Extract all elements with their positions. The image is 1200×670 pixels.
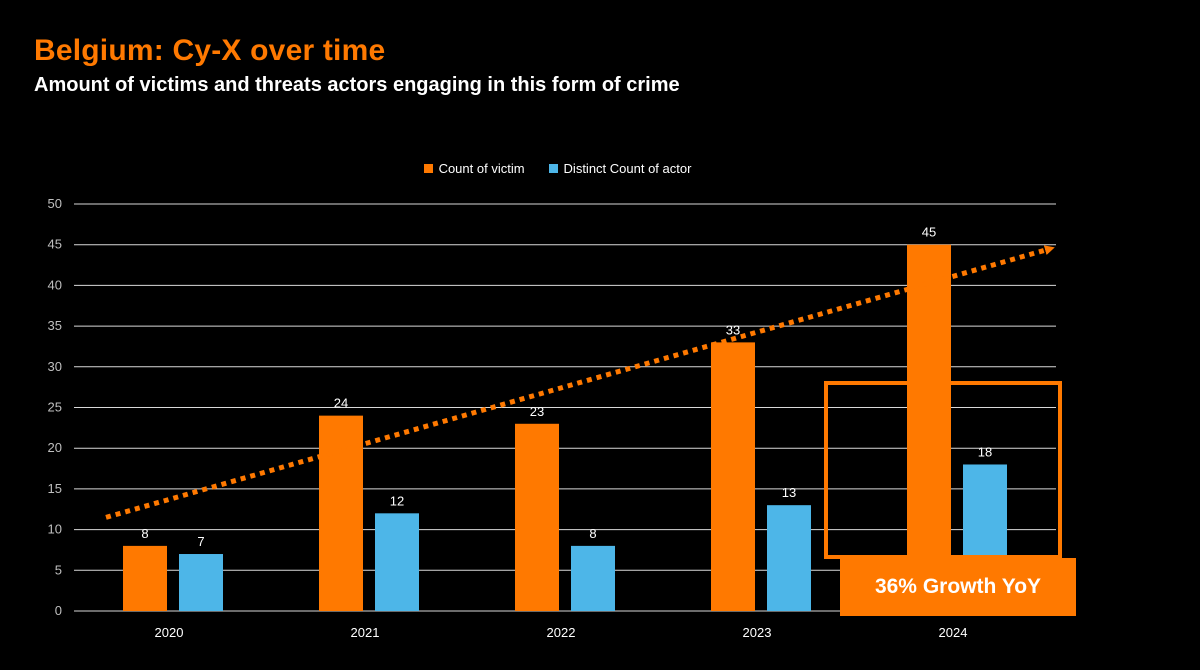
bar-victim — [907, 244, 951, 611]
bar-actor — [767, 505, 811, 611]
x-tick-label: 2021 — [351, 625, 380, 640]
bar-victim — [515, 423, 559, 611]
chart-title: Belgium: Cy-X over time — [34, 34, 386, 67]
legend: Count of victim Distinct Count of actor — [0, 161, 1115, 176]
x-tick-label: 2020 — [155, 625, 184, 640]
y-tick-label: 5 — [55, 562, 62, 577]
legend-item-actor: Distinct Count of actor — [548, 161, 692, 176]
data-label-actor: 12 — [390, 493, 404, 508]
data-label-actor: 18 — [978, 444, 992, 459]
data-label-victim: 33 — [726, 322, 740, 337]
legend-item-victim: Count of victim — [423, 161, 525, 176]
y-tick-label: 35 — [48, 318, 62, 333]
growth-highlight-box — [824, 381, 1062, 559]
data-label-actor: 13 — [782, 485, 796, 500]
data-label-victim: 8 — [141, 526, 148, 541]
data-label-victim: 45 — [922, 225, 936, 240]
data-label-victim: 24 — [334, 396, 348, 411]
bar-actor — [375, 513, 419, 611]
y-tick-label: 30 — [48, 359, 62, 374]
y-tick-label: 15 — [48, 481, 62, 496]
growth-yoy-label: 36% Growth YoY — [840, 558, 1076, 616]
x-tick-label: 2022 — [547, 625, 576, 640]
y-tick-label: 0 — [55, 603, 62, 618]
x-tick-label: 2023 — [743, 625, 772, 640]
bar-actor — [571, 545, 615, 611]
data-label-actor: 7 — [197, 534, 204, 549]
bar-actor — [179, 554, 223, 611]
trend-arrow — [105, 245, 1055, 520]
chart-subtitle: Amount of victims and threats actors eng… — [34, 74, 680, 96]
y-tick-label: 10 — [48, 522, 62, 537]
legend-swatch-victim — [423, 164, 433, 173]
legend-swatch-actor — [548, 164, 558, 173]
y-tick-label: 25 — [48, 400, 62, 415]
data-label-victim: 23 — [530, 404, 544, 419]
y-tick-label: 45 — [48, 237, 62, 252]
legend-label-victim: Count of victim — [438, 161, 525, 176]
bar-victim — [711, 342, 755, 611]
legend-label-actor: Distinct Count of actor — [563, 161, 692, 176]
bar-victim — [123, 545, 167, 611]
y-tick-label: 50 — [48, 196, 62, 211]
y-tick-label: 40 — [48, 277, 62, 292]
y-tick-label: 20 — [48, 440, 62, 455]
x-tick-label: 2024 — [939, 625, 968, 640]
data-label-actor: 8 — [589, 526, 596, 541]
